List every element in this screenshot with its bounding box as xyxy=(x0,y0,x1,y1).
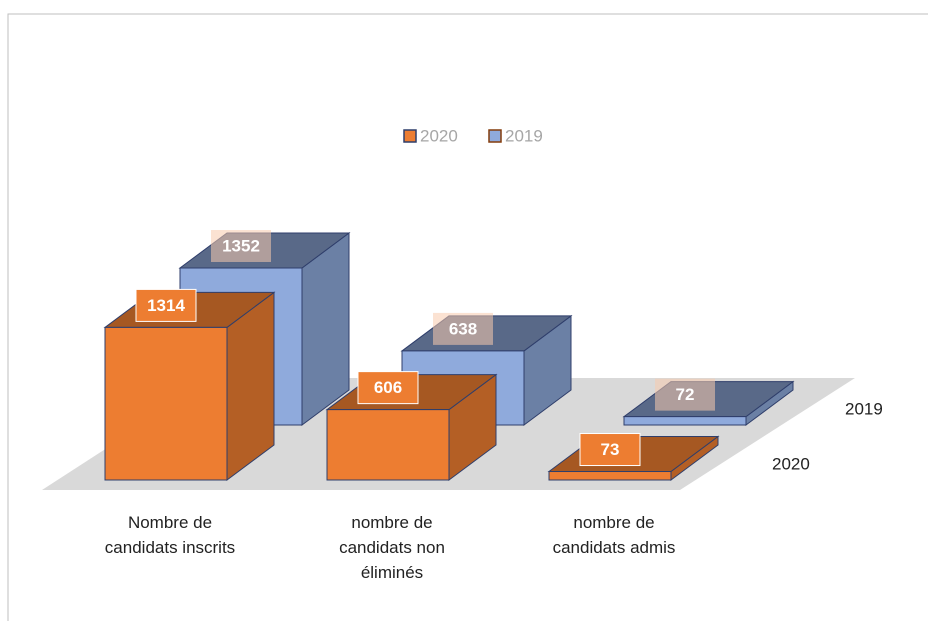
data-label-bg xyxy=(357,371,419,405)
legend-swatch xyxy=(403,129,417,143)
legend-swatch xyxy=(488,129,502,143)
bar-front xyxy=(104,326,228,481)
data-label-bg xyxy=(135,288,197,322)
data-label: 1314 xyxy=(147,296,185,315)
legend-label: 2019 xyxy=(505,126,543,145)
x-tick-label: nombre de candidats admis xyxy=(552,513,676,557)
data-label-bg xyxy=(433,312,493,345)
x-tick-label: nombre de candidats non éliminés xyxy=(339,513,445,582)
bar-front xyxy=(326,409,450,481)
frame xyxy=(7,13,928,621)
bar-front xyxy=(623,416,747,426)
depth-label: 2019 xyxy=(845,399,883,418)
legend-label: 2020 xyxy=(420,126,458,145)
data-label: 73 xyxy=(601,440,620,459)
data-label-bg xyxy=(211,230,271,262)
depth-label: 2020 xyxy=(772,454,810,473)
data-label-bg xyxy=(655,378,715,411)
x-tick-label: Nombre de candidats inscrits xyxy=(104,513,236,557)
data-label-bg xyxy=(579,433,641,467)
data-label: 606 xyxy=(374,378,402,397)
data-label: 1352 xyxy=(222,236,260,255)
data-label: 638 xyxy=(449,319,477,338)
bar-front xyxy=(548,471,672,481)
data-label: 72 xyxy=(676,385,695,404)
